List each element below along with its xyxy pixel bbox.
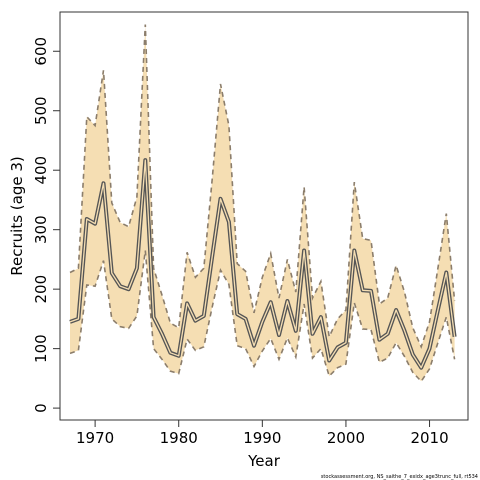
estimate-line-core <box>69 159 456 369</box>
estimate-line <box>69 158 457 370</box>
lower-bound-line <box>69 250 456 383</box>
y-axis: 0 100 200 300 400 500 600 <box>32 37 60 413</box>
y-tick-label: 200 <box>32 275 50 304</box>
upper-bound-line <box>69 24 456 350</box>
confidence-bounds <box>69 24 456 383</box>
confidence-band <box>70 24 455 382</box>
y-tick-label: 300 <box>32 215 50 244</box>
y-axis-title: Recruits (age 3) <box>8 156 26 276</box>
x-axis: 1970 1980 1990 2000 2010 <box>76 420 449 447</box>
y-tick-label: 400 <box>32 156 50 185</box>
y-tick-label: 600 <box>32 37 50 66</box>
plot-frame <box>59 11 469 421</box>
y-tick-label: 0 <box>32 403 50 413</box>
x-tick-label: 1980 <box>160 429 198 447</box>
credit-note: stockassessment.org, NS_saithe_7_exidx_a… <box>321 474 478 480</box>
x-axis-title: Year <box>247 452 281 470</box>
x-tick-label: 2010 <box>410 429 448 447</box>
x-tick-label: 1990 <box>243 429 281 447</box>
y-tick-label: 100 <box>32 334 50 363</box>
y-tick-label: 500 <box>32 96 50 125</box>
x-tick-label: 2000 <box>327 429 365 447</box>
confidence-band-area <box>70 24 455 382</box>
x-tick-label: 1970 <box>76 429 114 447</box>
